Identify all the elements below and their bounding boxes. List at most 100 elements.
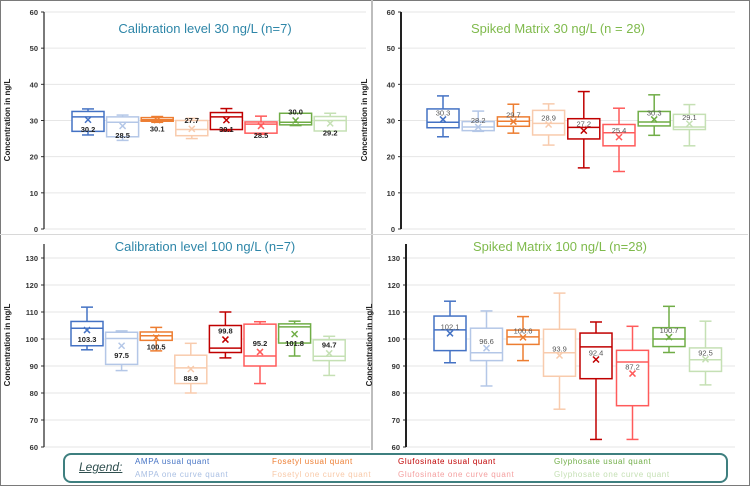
legend-item-fosetyl-usual: Fosetyl usual quant [272, 457, 353, 466]
y-tick-label: 0 [34, 225, 38, 234]
legend: Legend: AMPA usual quant AMPA one curve … [63, 453, 728, 483]
y-tick-label: 60 [387, 8, 395, 17]
mean-marker [222, 116, 230, 124]
mean-marker [187, 365, 195, 373]
mean-marker [256, 348, 264, 356]
data-label: 25.4 [612, 126, 627, 135]
panel-divider-horizontal [0, 234, 748, 235]
mean-marker [474, 123, 482, 131]
y-tick-label: 130 [387, 254, 400, 263]
mean-marker [545, 120, 553, 129]
data-label: 28.9 [541, 113, 556, 122]
chart-title: Spiked Matrix 30 ng/L (n = 28) [471, 21, 645, 36]
y-tick-label: 90 [30, 362, 38, 371]
y-tick-label: 60 [30, 8, 38, 17]
data-label: 96.6 [479, 337, 494, 346]
mean-marker [628, 370, 637, 378]
data-label: 100.7 [660, 326, 679, 335]
data-label: 100.6 [514, 326, 533, 335]
mean-marker [291, 330, 299, 338]
y-tick-label: 70 [30, 416, 38, 425]
y-tick-label: 100 [25, 335, 38, 344]
mean-marker [152, 334, 160, 342]
mean-marker [188, 125, 196, 133]
legend-item-glyphosate-usual: Glyphosate usual quant [554, 457, 652, 466]
y-tick-label: 30 [387, 117, 395, 126]
y-tick-label: 10 [30, 189, 38, 198]
data-label: 29.2 [323, 128, 338, 137]
mean-marker [83, 326, 91, 334]
box [469, 327, 504, 362]
y-axis-label: Concentration in ng/L [360, 79, 369, 162]
data-label: 27.2 [576, 120, 591, 129]
y-tick-label: 20 [30, 153, 38, 162]
y-tick-label: 10 [387, 189, 395, 198]
box [602, 123, 636, 147]
y-tick-label: 90 [392, 362, 400, 371]
legend-item-fosetyl-one-curve: Fosetyl one curve quant [272, 470, 372, 479]
y-tick-label: 40 [30, 80, 38, 89]
y-tick-label: 60 [30, 443, 38, 452]
mean-marker [119, 122, 127, 130]
box [243, 323, 277, 367]
y-tick-label: 60 [392, 443, 400, 452]
y-axis-label: Concentration in ng/L [365, 304, 374, 387]
mean-marker [257, 122, 265, 130]
data-label: 28.5 [254, 131, 269, 140]
chart-title: Spiked Matrix 100 ng/L (n=28) [473, 239, 647, 254]
mean-marker [153, 116, 161, 124]
y-tick-label: 110 [26, 308, 38, 317]
mean-marker [326, 119, 334, 127]
box [579, 332, 613, 380]
y-tick-label: 120 [25, 281, 38, 290]
data-label: 92.5 [698, 348, 713, 357]
data-label: 29.1 [682, 113, 697, 122]
data-label: 30.0 [288, 108, 303, 117]
chart-title: Calibration level 30 ng/L (n=7) [118, 21, 291, 36]
y-tick-label: 100 [387, 335, 400, 344]
box [615, 349, 650, 407]
y-tick-label: 80 [392, 389, 400, 398]
data-label: 28.2 [471, 116, 486, 125]
box [567, 117, 601, 140]
data-label: 30.1 [150, 124, 165, 133]
data-label: 103.3 [78, 335, 97, 344]
mean-marker [292, 116, 300, 125]
mean-marker [439, 115, 447, 123]
chart-title: Calibration level 100 ng/L (n=7) [115, 239, 296, 254]
mean-marker [482, 344, 491, 352]
y-tick-label: 130 [25, 254, 38, 263]
data-label: 102.1 [441, 322, 460, 331]
mean-marker [118, 342, 126, 350]
box [312, 339, 346, 362]
data-label: 87.2 [625, 363, 640, 372]
mean-marker [580, 127, 588, 135]
data-label: 88.9 [183, 374, 198, 383]
y-tick-label: 30 [30, 117, 38, 126]
data-label: 97.5 [114, 351, 129, 360]
data-label: 100.5 [147, 343, 166, 352]
box [278, 112, 313, 126]
panel-divider-vertical [371, 0, 373, 450]
data-label: 30.3 [647, 108, 662, 117]
y-tick-label: 50 [387, 44, 395, 53]
data-label: 92.4 [589, 349, 604, 358]
data-label: 29.7 [506, 111, 521, 120]
y-tick-label: 80 [30, 389, 38, 398]
mean-marker [519, 333, 527, 341]
y-tick-label: 120 [387, 281, 400, 290]
y-axis-label: Concentration in ng/L [3, 304, 12, 387]
data-label: 30.3 [436, 108, 451, 117]
mean-marker [592, 355, 600, 364]
y-tick-label: 20 [387, 153, 395, 162]
y-tick-label: 110 [388, 308, 400, 317]
data-label: 101.8 [285, 339, 304, 348]
mean-marker [446, 329, 454, 337]
mean-marker [555, 351, 564, 360]
data-label: 27.7 [184, 116, 199, 125]
mean-marker [509, 118, 517, 126]
y-tick-label: 0 [391, 225, 395, 234]
legend-item-ampa-one-curve: AMPA one curve quant [135, 470, 229, 479]
legend-item-ampa-usual: AMPA usual quant [135, 457, 210, 466]
